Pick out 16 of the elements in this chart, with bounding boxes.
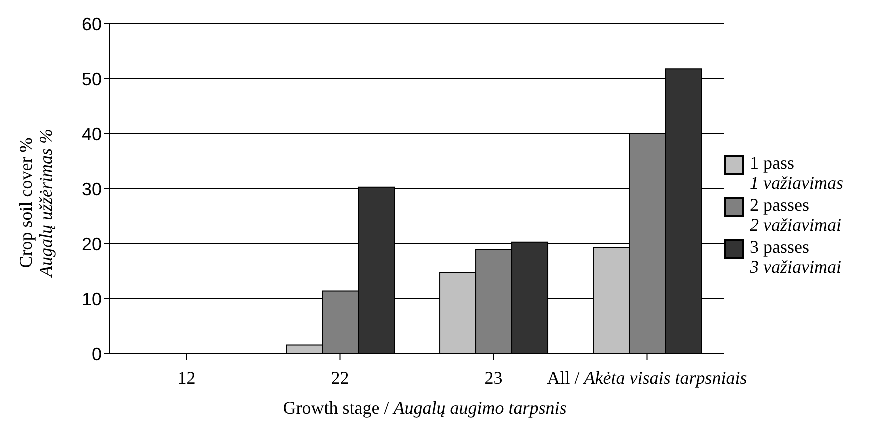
y-tick-label: 0	[92, 344, 102, 364]
y-tick-label: 30	[82, 179, 102, 200]
y-axis-title: Crop soil cover % Augalų užžėrimas %	[16, 129, 56, 277]
y-tick-label: 20	[82, 234, 102, 254]
legend-label: 1 pass 1 važiavimas	[750, 153, 844, 193]
x-axis-title: Growth stage / Augalų augimo tarpsnis	[282, 398, 568, 419]
legend-label: 2 passes 2 važiavimai	[750, 195, 842, 235]
legend-label: 3 passes 3 važiavimai	[750, 237, 842, 277]
x-tick-label: 12	[178, 368, 196, 388]
x-tick-label: 23	[484, 368, 503, 388]
y-tick-label: 40	[82, 124, 102, 144]
y-tick-label: 50	[82, 69, 102, 90]
y-tick-label: 60	[82, 14, 102, 34]
y-tick-label: 10	[82, 289, 102, 310]
x-tick-label: All / Akėta visais tarpsniais	[547, 368, 748, 388]
x-tick-label: 22	[331, 368, 350, 388]
